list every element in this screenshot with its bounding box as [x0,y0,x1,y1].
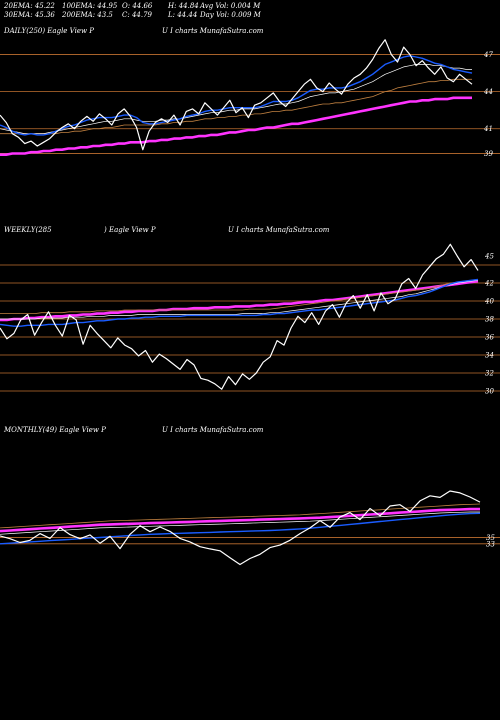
header-day-vol: Day Vol: 0.009 M [200,11,261,19]
monthly-price-line [0,490,481,566]
monthly-ema-short-line [0,512,481,545]
monthly-panel-site: U I charts MunafaSutra.com [162,426,264,434]
monthly-ema-long-line [0,503,481,529]
daily-ema-200-line [0,96,472,156]
header-open: O: 44.66 [122,2,153,10]
header-ema200: 200EMA: 43.5 [62,11,113,19]
weekly-panel-label-mid: ) Eagle View P [104,226,156,234]
weekly-y-tick-label: 38 [485,316,494,324]
weekly-y-tick-label: 45 [484,253,494,261]
weekly-y-tick-label: 30 [485,388,494,396]
weekly-chart: 45 42 40 38 36 34 32 30 [0,243,500,396]
weekly-y-tick-label: 36 [485,334,494,342]
monthly-ema-mid-line [0,511,480,535]
header-low: L: 44.44 [168,11,198,19]
daily-panel-site: U I charts MunafaSutra.com [162,27,264,35]
weekly-panel-label: WEEKLY(285 [4,226,52,234]
daily-price-line [0,39,473,151]
monthly-y-tick-label: 33 [486,540,495,548]
monthly-ema-200-line [0,507,480,533]
header-ema100: 100EMA: 44.95 [62,2,118,10]
weekly-y-tick-label: 32 [485,370,494,378]
monthly-y-tick-label: 35 [486,534,495,542]
daily-ema-long-line [0,78,472,135]
weekly-panel-site: U I charts MunafaSutra.com [228,226,330,234]
monthly-panel-label: MONTHLY(49) Eagle View P [4,426,106,434]
header-ema20: 20EMA: 45.22 [4,2,55,10]
weekly-price-line [0,243,479,390]
header-ema30: 30EMA: 45.36 [4,11,55,19]
daily-panel: DAILY(250) Eagle View P U I charts Munaf… [0,22,500,180]
weekly-y-tick-label: 42 [484,280,494,288]
daily-ema-mid-line [0,64,472,135]
daily-y-tick-label: 41 [483,125,493,133]
monthly-panel: MONTHLY(49) Eagle View P U I charts Muna… [0,422,500,622]
daily-chart: 47 44 41 39 [0,39,500,158]
header-close: C: 44.79 [122,11,152,19]
daily-y-tick-label: 39 [484,150,493,158]
daily-panel-label: DAILY(250) Eagle View P [4,27,94,35]
daily-y-tick-label: 47 [483,51,493,59]
weekly-ema-short-line [0,278,479,327]
weekly-panel: WEEKLY(285 ) Eagle View P U I charts Mun… [0,222,500,405]
daily-y-tick-label: 44 [483,88,493,96]
weekly-y-tick-label: 40 [484,298,494,306]
weekly-ema-mid-line [0,279,479,320]
weekly-y-tick-label: 34 [485,352,494,360]
header-avg-vol: Avg Vol: 0.004 M [200,2,261,10]
header-high: H: 44.84 [168,2,199,10]
